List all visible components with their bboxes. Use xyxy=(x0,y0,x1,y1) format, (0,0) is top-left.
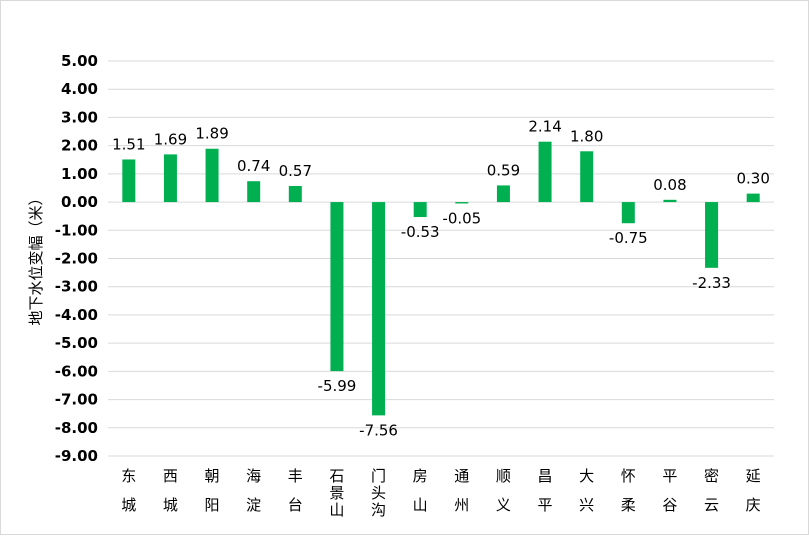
bar xyxy=(580,151,594,203)
data-label: -2.33 xyxy=(692,274,731,292)
x-tick-label: 通州 xyxy=(454,467,469,514)
x-tick-label: 门头沟 xyxy=(371,467,386,519)
y-tick-label: -4.00 xyxy=(55,306,98,324)
data-label: -7.56 xyxy=(359,421,398,439)
data-label: 0.30 xyxy=(736,170,769,188)
data-labels: 1.51 1.69 1.89 0.74 0.57 -5.99 -7.56 -0.53-0.05… xyxy=(112,118,770,440)
bar xyxy=(705,202,719,268)
data-label: 1.69 xyxy=(154,130,187,148)
y-tick-label: 3.00 xyxy=(61,108,98,126)
y-tick-label: -9.00 xyxy=(55,447,98,465)
data-label: 2.14 xyxy=(528,118,561,136)
y-tick-label: -7.00 xyxy=(55,391,98,409)
x-tick-label: 朝阳 xyxy=(205,467,220,514)
x-tick-label: 大兴 xyxy=(579,467,594,514)
data-label: -5.99 xyxy=(318,377,357,395)
data-label: 1.80 xyxy=(570,127,603,145)
y-tick-label: -8.00 xyxy=(55,419,98,437)
y-tick-label: 2.00 xyxy=(61,137,98,155)
data-label: 1.89 xyxy=(195,125,228,143)
bar xyxy=(538,141,552,203)
data-label: 0.08 xyxy=(653,176,686,194)
x-tick-label: 平谷 xyxy=(662,467,677,514)
bar xyxy=(496,185,510,203)
x-tick-label: 密云 xyxy=(704,467,719,514)
x-tick-label: 顺义 xyxy=(496,467,511,514)
bar xyxy=(413,202,427,218)
data-label: 0.74 xyxy=(237,157,270,175)
bar xyxy=(288,185,302,203)
data-label: -0.53 xyxy=(401,223,440,241)
gridlines xyxy=(108,60,774,457)
bar xyxy=(247,181,261,203)
data-label: 0.57 xyxy=(279,162,312,180)
bar xyxy=(455,202,469,204)
bars xyxy=(122,141,760,416)
x-tick-label: 东城 xyxy=(121,467,136,514)
data-label: -0.75 xyxy=(609,229,648,247)
bar xyxy=(372,202,386,416)
y-tick-label: -1.00 xyxy=(55,221,98,239)
data-label: 0.59 xyxy=(487,161,520,179)
y-tick-label: -5.00 xyxy=(55,334,98,352)
y-tick-label: -2.00 xyxy=(55,250,98,268)
bar xyxy=(330,202,344,372)
bar xyxy=(122,159,136,203)
x-tick-label: 石景山 xyxy=(329,467,344,519)
bar xyxy=(746,193,760,203)
x-tick-label: 丰台 xyxy=(288,467,303,514)
x-tick-label: 海淀 xyxy=(246,467,261,514)
y-tick-label: 1.00 xyxy=(61,165,98,183)
x-tick-label: 昌平 xyxy=(538,467,553,514)
data-label: -0.05 xyxy=(442,209,481,227)
y-axis-ticks: 5.00 4.00 3.00 2.00 1.00 0.00 -1.00 -2.00 -3.00 -… xyxy=(55,52,98,465)
bar xyxy=(663,199,677,203)
x-tick-label: 怀柔 xyxy=(621,467,636,514)
x-tick-label: 房山 xyxy=(413,467,428,514)
y-tick-label: 4.00 xyxy=(61,80,98,98)
x-tick-label: 西城 xyxy=(163,467,178,514)
x-tick-label: 延庆 xyxy=(746,467,761,514)
bar xyxy=(205,148,219,203)
y-tick-label: -6.00 xyxy=(55,362,98,380)
bar xyxy=(621,202,635,224)
y-tick-label: 5.00 xyxy=(61,52,98,70)
bar xyxy=(163,154,177,203)
y-tick-label: -3.00 xyxy=(55,278,98,296)
data-label: 1.51 xyxy=(112,135,145,153)
y-tick-label: 0.00 xyxy=(61,193,98,211)
y-axis-label: 地下水位变幅（米） xyxy=(27,190,45,325)
